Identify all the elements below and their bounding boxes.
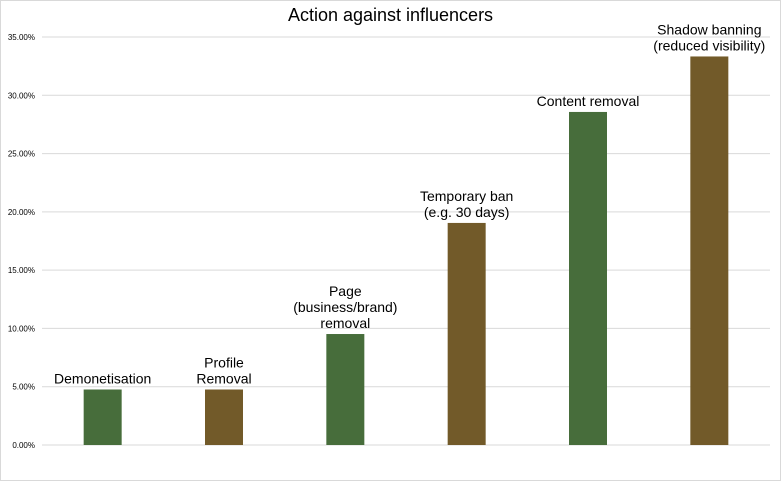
gridlines bbox=[42, 36, 770, 446]
y-tick-label: 30.00% bbox=[8, 91, 35, 100]
bar bbox=[447, 222, 486, 445]
category-label: Profile Removal bbox=[196, 355, 251, 387]
category-label: Temporary ban (e.g. 30 days) bbox=[420, 188, 513, 220]
category-label: Demonetisation bbox=[54, 371, 151, 387]
y-tick-label: 5.00% bbox=[12, 383, 35, 392]
bar bbox=[205, 389, 243, 445]
bar bbox=[690, 56, 729, 445]
y-tick-label: 15.00% bbox=[8, 266, 35, 275]
bar bbox=[83, 389, 122, 445]
y-tick-label: 10.00% bbox=[8, 324, 35, 333]
y-tick-label: 20.00% bbox=[8, 208, 35, 217]
chart-title: Action against influencers bbox=[287, 5, 494, 25]
category-labels: Demonetisation Profile Removal Page (busines… bbox=[54, 21, 765, 386]
y-tick-label: 25.00% bbox=[8, 150, 35, 159]
bar bbox=[569, 111, 607, 445]
y-tick-label: 35.00% bbox=[8, 33, 35, 42]
category-label: Page (business/brand) removal bbox=[293, 283, 397, 331]
y-tick-label: 0.00% bbox=[12, 441, 35, 450]
category-label: Shadow banning (reduced visibility) bbox=[653, 21, 765, 53]
category-label: Content removal bbox=[537, 93, 640, 109]
y-axis-ticks: 0.00% 5.00% 10.00% 15.00% 20.00% 25.00% 30.00%… bbox=[8, 33, 35, 450]
bar bbox=[326, 334, 365, 445]
bars bbox=[83, 56, 729, 445]
